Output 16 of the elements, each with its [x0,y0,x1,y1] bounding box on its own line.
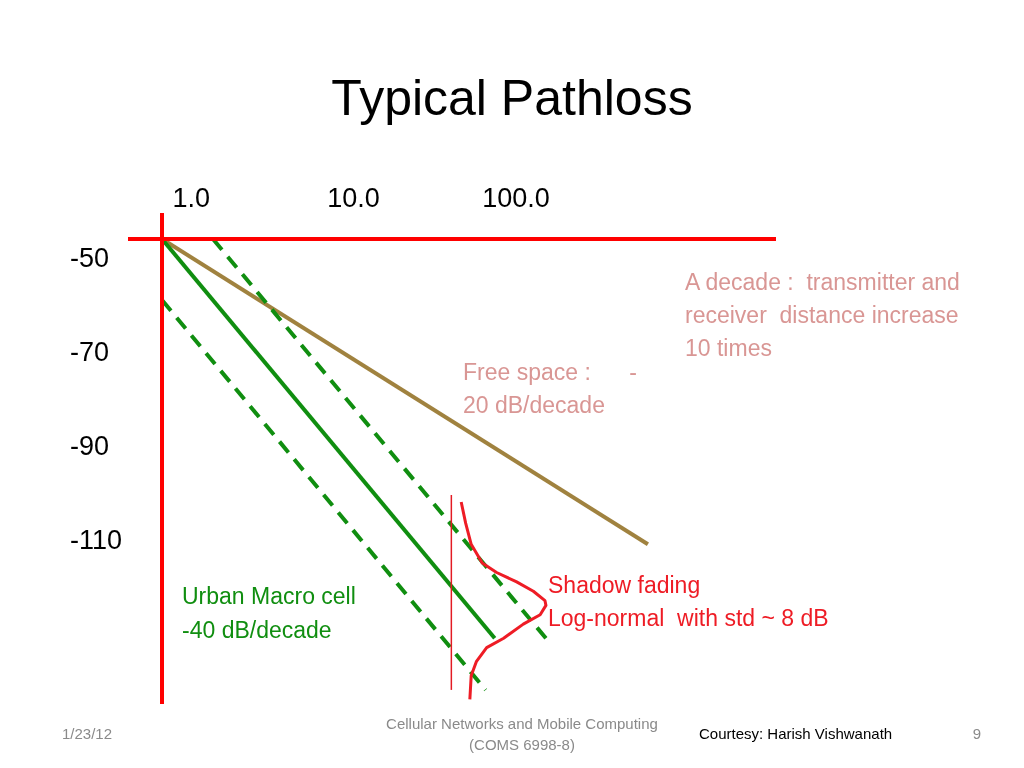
text: 9 [972,724,982,742]
text: Cellular Networks and Mobile Computing (COMS 6998-8) [386,714,658,753]
x-tick-label: 100.0 [482,183,550,213]
annotation: Shadow fading Log-normal with std ~ 8 dB [548,572,829,631]
text: Courtesy: Harish Vishwanath [699,724,893,742]
y-tick-label: -90 [70,430,110,461]
y-tick-label: -50 [70,242,110,273]
x-tick-label: 10.0 [327,183,380,213]
annotation: Free space : - 20 dB/decade [463,359,637,418]
x-tick-label: 1.0 [172,183,211,213]
y-tick-label: -70 [70,336,110,367]
text: 1/23/12 [62,724,113,742]
annotation: Urban Macro cell -40 dB/decade [182,583,356,643]
chart-title: Typical Pathloss [331,70,693,126]
annotation: A decade : transmitter and receiver distance increase 10 times [685,269,960,361]
y-tick-label: -110 [70,524,123,555]
